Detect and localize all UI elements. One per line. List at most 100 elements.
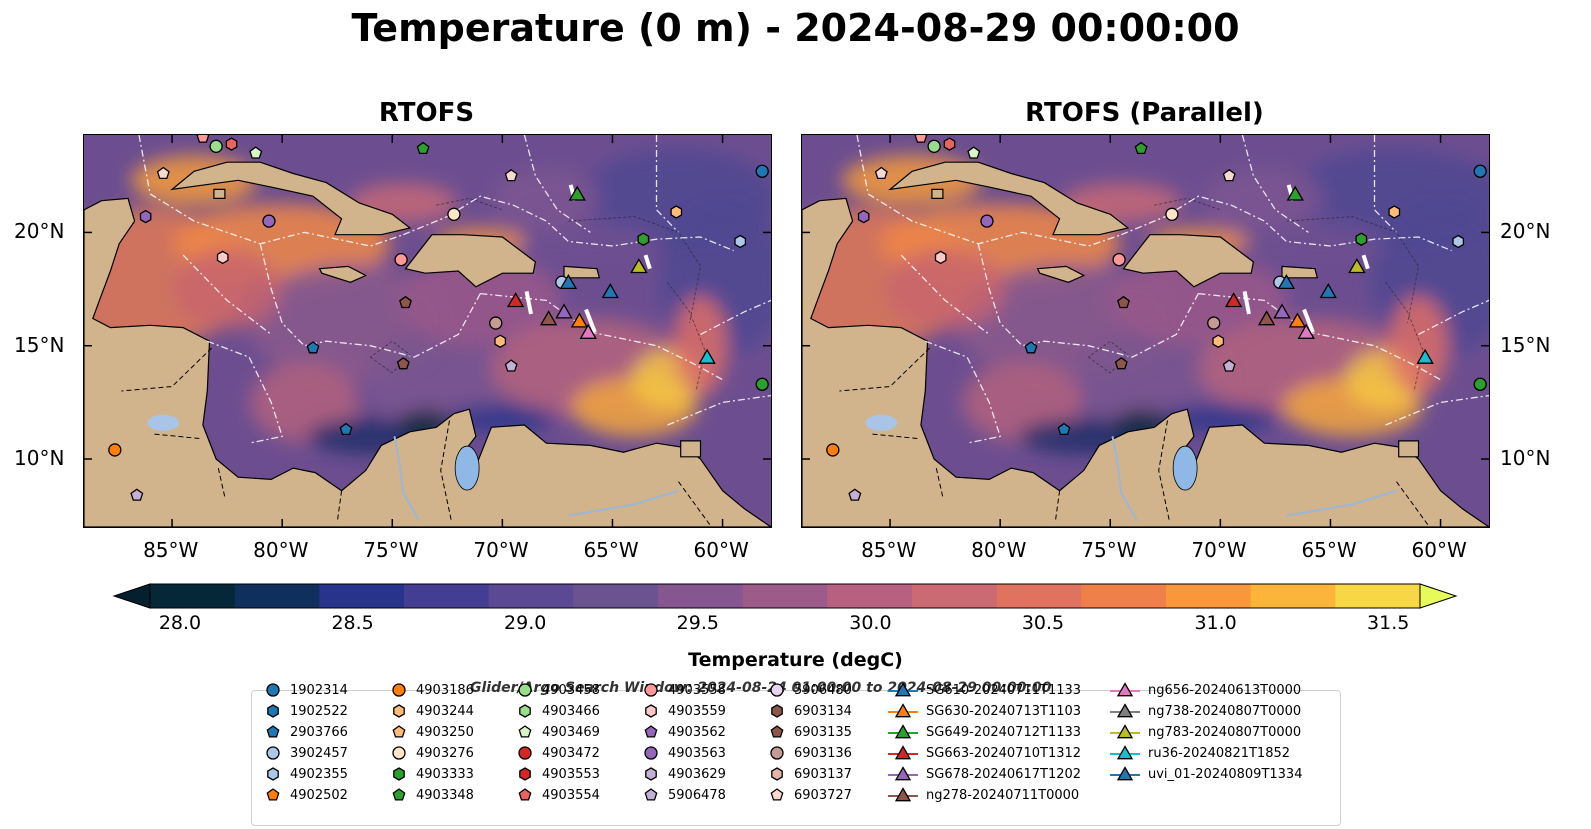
float-marker[interactable] bbox=[1117, 295, 1130, 309]
float-marker[interactable] bbox=[399, 295, 412, 309]
legend-marker[interactable] bbox=[518, 683, 532, 697]
legend-marker[interactable] bbox=[518, 725, 532, 738]
legend-marker[interactable] bbox=[266, 683, 280, 697]
float-marker[interactable] bbox=[209, 139, 223, 153]
float-marker[interactable] bbox=[755, 164, 769, 178]
float-marker[interactable] bbox=[1473, 164, 1487, 178]
float-marker[interactable] bbox=[637, 232, 650, 246]
legend-marker[interactable] bbox=[266, 788, 280, 801]
float-marker[interactable] bbox=[1297, 323, 1315, 339]
legend-marker[interactable] bbox=[645, 767, 657, 781]
legend-marker[interactable] bbox=[894, 682, 912, 697]
float-marker[interactable] bbox=[506, 292, 525, 308]
legend-marker[interactable] bbox=[770, 746, 784, 760]
legend-marker[interactable] bbox=[519, 767, 531, 781]
float-marker[interactable] bbox=[396, 357, 410, 370]
float-marker[interactable] bbox=[848, 488, 862, 501]
float-marker[interactable] bbox=[874, 166, 888, 180]
float-marker[interactable] bbox=[1452, 234, 1465, 249]
float-marker[interactable] bbox=[1286, 185, 1304, 201]
float-marker[interactable] bbox=[698, 348, 716, 364]
float-marker[interactable] bbox=[570, 312, 589, 328]
float-marker[interactable] bbox=[630, 258, 648, 274]
legend-marker[interactable] bbox=[518, 746, 532, 760]
float-marker[interactable] bbox=[1348, 258, 1366, 274]
float-marker[interactable] bbox=[555, 303, 573, 319]
legend-marker[interactable] bbox=[392, 725, 406, 738]
float-marker[interactable] bbox=[216, 250, 229, 265]
float-marker[interactable] bbox=[1273, 303, 1291, 319]
legend-marker[interactable] bbox=[894, 703, 912, 718]
legend-marker[interactable] bbox=[1116, 703, 1134, 718]
legend-marker[interactable] bbox=[267, 767, 279, 781]
float-marker[interactable] bbox=[670, 205, 683, 219]
float-marker[interactable] bbox=[1257, 310, 1276, 326]
legend-marker[interactable] bbox=[894, 745, 912, 760]
legend-marker[interactable] bbox=[771, 767, 783, 781]
legend-marker[interactable] bbox=[894, 766, 912, 781]
float-marker[interactable] bbox=[1224, 292, 1243, 308]
float-marker[interactable] bbox=[559, 274, 578, 290]
legend-marker[interactable] bbox=[1116, 682, 1134, 697]
legend-marker[interactable] bbox=[644, 788, 658, 801]
float-marker[interactable] bbox=[1355, 232, 1368, 246]
float-marker[interactable] bbox=[1222, 359, 1236, 372]
float-marker[interactable] bbox=[447, 207, 461, 221]
legend-marker[interactable] bbox=[644, 725, 658, 738]
legend-marker[interactable] bbox=[393, 767, 405, 781]
float-marker[interactable] bbox=[494, 334, 507, 348]
map-rtofs-parallel[interactable] bbox=[801, 134, 1490, 528]
legend-marker[interactable] bbox=[1116, 724, 1134, 739]
float-marker[interactable] bbox=[579, 323, 597, 339]
legend-marker[interactable] bbox=[266, 725, 280, 738]
float-marker[interactable] bbox=[339, 422, 353, 436]
float-marker[interactable] bbox=[225, 137, 238, 151]
legend-marker[interactable] bbox=[518, 788, 532, 801]
float-marker[interactable] bbox=[504, 168, 518, 182]
float-marker[interactable] bbox=[1114, 357, 1128, 370]
legend-marker[interactable] bbox=[894, 724, 912, 739]
legend-marker[interactable] bbox=[1116, 766, 1134, 781]
legend-marker[interactable] bbox=[392, 683, 406, 697]
legend-marker[interactable] bbox=[645, 704, 657, 718]
legend-marker[interactable] bbox=[894, 787, 912, 802]
float-marker[interactable] bbox=[734, 234, 747, 249]
float-marker[interactable] bbox=[568, 185, 586, 201]
legend-marker[interactable] bbox=[1116, 745, 1134, 760]
float-marker[interactable] bbox=[1288, 312, 1307, 328]
float-marker[interactable] bbox=[1388, 205, 1401, 219]
float-marker[interactable] bbox=[504, 359, 518, 372]
float-marker[interactable] bbox=[914, 135, 928, 143]
legend-marker[interactable] bbox=[393, 704, 405, 718]
float-marker[interactable] bbox=[967, 146, 981, 159]
legend-marker[interactable] bbox=[392, 788, 406, 801]
legend-marker[interactable] bbox=[770, 725, 784, 738]
float-marker[interactable] bbox=[1277, 274, 1296, 290]
float-marker[interactable] bbox=[489, 316, 503, 330]
legend-marker[interactable] bbox=[267, 704, 279, 718]
float-marker[interactable] bbox=[249, 146, 263, 159]
float-marker[interactable] bbox=[1319, 282, 1337, 299]
float-marker[interactable] bbox=[1416, 348, 1434, 364]
float-marker[interactable] bbox=[826, 443, 840, 457]
float-marker[interactable] bbox=[108, 443, 122, 457]
float-marker[interactable] bbox=[934, 250, 947, 265]
float-marker[interactable] bbox=[980, 214, 994, 228]
float-marker[interactable] bbox=[1024, 341, 1038, 354]
legend-marker[interactable] bbox=[519, 704, 531, 718]
float-marker[interactable] bbox=[1473, 377, 1487, 391]
legend-marker[interactable] bbox=[266, 746, 280, 760]
float-marker[interactable] bbox=[755, 377, 769, 391]
map-rtofs[interactable] bbox=[83, 134, 772, 528]
float-marker[interactable] bbox=[139, 209, 152, 224]
float-marker[interactable] bbox=[1165, 207, 1179, 221]
float-marker[interactable] bbox=[156, 166, 170, 180]
legend-marker[interactable] bbox=[771, 704, 783, 718]
float-marker[interactable] bbox=[1057, 422, 1071, 436]
float-marker[interactable] bbox=[130, 488, 144, 501]
legend-marker[interactable] bbox=[770, 788, 784, 801]
legend-marker[interactable] bbox=[770, 683, 784, 697]
float-marker[interactable] bbox=[1212, 334, 1225, 348]
legend-marker[interactable] bbox=[644, 746, 658, 760]
float-marker[interactable] bbox=[416, 141, 430, 155]
